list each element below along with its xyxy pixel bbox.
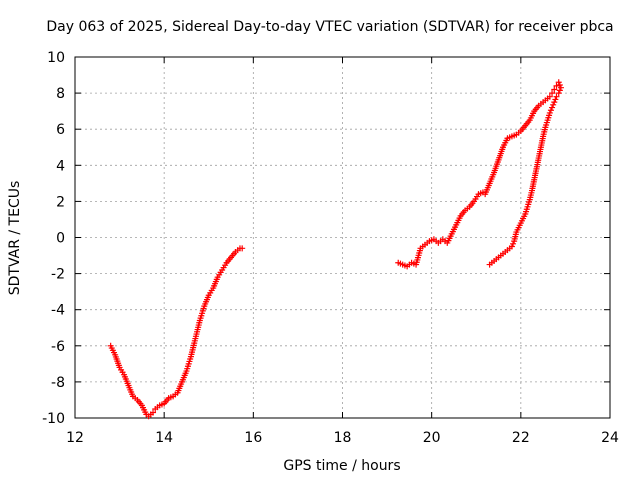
x-tick-labels: 12 14 16 18 20 22 24 (66, 430, 619, 446)
y-tick-label: 2 (56, 194, 65, 210)
y-axis-label: SDTVAR / TECUs (7, 181, 23, 296)
data-point-marker (555, 90, 562, 97)
data-point-marker (486, 261, 493, 268)
y-tick-label: -2 (51, 267, 65, 283)
grid (75, 57, 610, 418)
data-point-marker (546, 93, 553, 100)
y-tick-label: 10 (47, 50, 65, 66)
data-markers (107, 79, 564, 420)
data-point-marker (553, 82, 560, 89)
x-tick-label: 20 (423, 430, 441, 446)
data-point-marker (555, 79, 562, 86)
data-point-marker (511, 238, 518, 245)
data-point-marker (551, 99, 558, 106)
data-point-marker (549, 90, 556, 97)
y-tick-label: -10 (42, 411, 65, 427)
y-tick-label: 8 (56, 86, 65, 102)
x-axis-label: GPS time / hours (283, 458, 400, 474)
y-tick-label: -4 (51, 303, 65, 319)
x-tick-label: 12 (66, 430, 84, 446)
data-point-marker (239, 245, 246, 252)
y-tick-label: 4 (56, 158, 65, 174)
data-point-marker (549, 104, 556, 111)
x-tick-label: 18 (334, 430, 352, 446)
data-point-marker (557, 84, 564, 91)
x-tick-label: 22 (512, 430, 530, 446)
x-tick-label: 24 (601, 430, 619, 446)
data-point-marker (551, 86, 558, 93)
y-tick-label: -6 (51, 339, 65, 355)
series-pbca-arc-2 (395, 79, 564, 270)
data-point-marker (510, 240, 517, 247)
data-point-marker (556, 87, 563, 94)
data-point-marker (556, 81, 563, 88)
data-point-marker (553, 93, 560, 100)
axis-ticks (74, 56, 611, 419)
data-point-marker (547, 107, 554, 114)
data-point-marker (552, 96, 559, 103)
y-tick-label: 0 (56, 231, 65, 247)
data-point-marker (550, 101, 557, 108)
y-tick-label: 6 (56, 122, 65, 138)
x-tick-label: 14 (155, 430, 173, 446)
y-tick-labels: -10 -8 -6 -4 -2 0 2 4 6 8 10 (42, 50, 65, 427)
chart-title: Day 063 of 2025, Sidereal Day-to-day VTE… (46, 19, 613, 35)
data-point-marker (150, 409, 157, 416)
series-pbca-arc-1 (107, 245, 246, 420)
x-tick-label: 16 (244, 430, 262, 446)
y-tick-label: -8 (51, 375, 65, 391)
